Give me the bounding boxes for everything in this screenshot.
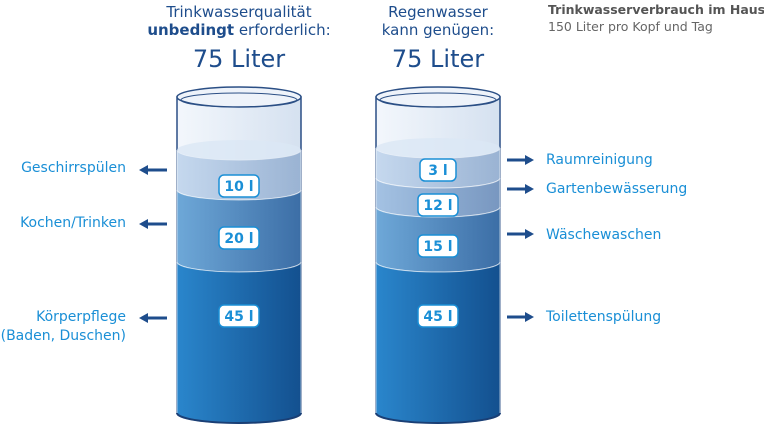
label-waeschewaschen: Wäschewaschen bbox=[546, 227, 661, 243]
volume-badge bbox=[218, 226, 260, 250]
label-raumreinigung: Raumreinigung bbox=[546, 152, 653, 168]
volume-text: 15 l bbox=[423, 239, 452, 255]
left-heading-line2: unbedingt erforderlich: bbox=[147, 21, 330, 39]
arrowhead-icon bbox=[525, 229, 534, 239]
glass-rim bbox=[176, 86, 302, 108]
volume-text: 3 l bbox=[428, 163, 447, 179]
arrowhead-icon bbox=[525, 184, 534, 194]
label-geschirrspuelen: Geschirrspülen bbox=[21, 160, 126, 176]
volume-text: 45 l bbox=[224, 309, 253, 325]
label-gartenbewaesserung: Gartenbewässerung bbox=[546, 181, 687, 197]
arrowhead-icon bbox=[525, 155, 534, 165]
arrowhead-icon bbox=[139, 219, 148, 229]
right-heading-line1: Regenwasser bbox=[388, 3, 489, 21]
right-cylinder: 3 l 12 l 15 l 45 l bbox=[375, 86, 501, 424]
info-box: Trinkwasserverbrauch im Haushalt 150 Lit… bbox=[548, 2, 764, 34]
info-subtitle: 150 Liter pro Kopf und Tag bbox=[548, 19, 713, 34]
volume-badge bbox=[218, 304, 260, 328]
arrowhead-icon bbox=[139, 313, 148, 323]
water-layer bbox=[375, 261, 501, 424]
right-total: 75 Liter bbox=[392, 45, 484, 73]
volume-badge bbox=[419, 158, 457, 182]
water-surface bbox=[177, 140, 301, 160]
label-koerperpflege-detail: (Baden, Duschen) bbox=[1, 328, 126, 344]
volume-badge bbox=[417, 304, 459, 328]
water-layer bbox=[176, 261, 302, 424]
volume-text: 12 l bbox=[423, 198, 452, 214]
glass-rim bbox=[375, 86, 501, 108]
volume-badge bbox=[417, 234, 459, 258]
arrowhead-icon bbox=[139, 165, 148, 175]
left-labels: Geschirrspülen Kochen/Trinken Körperpfle… bbox=[1, 160, 126, 344]
right-labels: Raumreinigung Gartenbewässerung Wäschewa… bbox=[545, 152, 687, 325]
volume-text: 10 l bbox=[224, 179, 253, 195]
left-cylinder: 10 l 20 l 45 l bbox=[176, 86, 302, 424]
label-koerperpflege: Körperpflege bbox=[36, 309, 126, 325]
volume-text: 45 l bbox=[423, 309, 452, 325]
left-heading: Trinkwasserqualität unbedingt erforderli… bbox=[147, 3, 330, 73]
right-heading-line2: kann genügen: bbox=[382, 21, 494, 39]
volume-badge bbox=[218, 174, 260, 198]
volume-text: 20 l bbox=[224, 231, 253, 247]
volume-badge bbox=[417, 193, 459, 217]
left-heading-line1: Trinkwasserqualität bbox=[165, 3, 311, 21]
left-total: 75 Liter bbox=[193, 45, 285, 73]
water-surface bbox=[376, 138, 500, 158]
arrowhead-icon bbox=[525, 312, 534, 322]
info-title: Trinkwasserverbrauch im Haushalt bbox=[548, 2, 764, 17]
label-kochen-trinken: Kochen/Trinken bbox=[20, 215, 126, 231]
label-toilettenspuelung: Toilettenspülung bbox=[545, 309, 661, 325]
right-heading: Regenwasser kann genügen: 75 Liter bbox=[382, 3, 494, 73]
